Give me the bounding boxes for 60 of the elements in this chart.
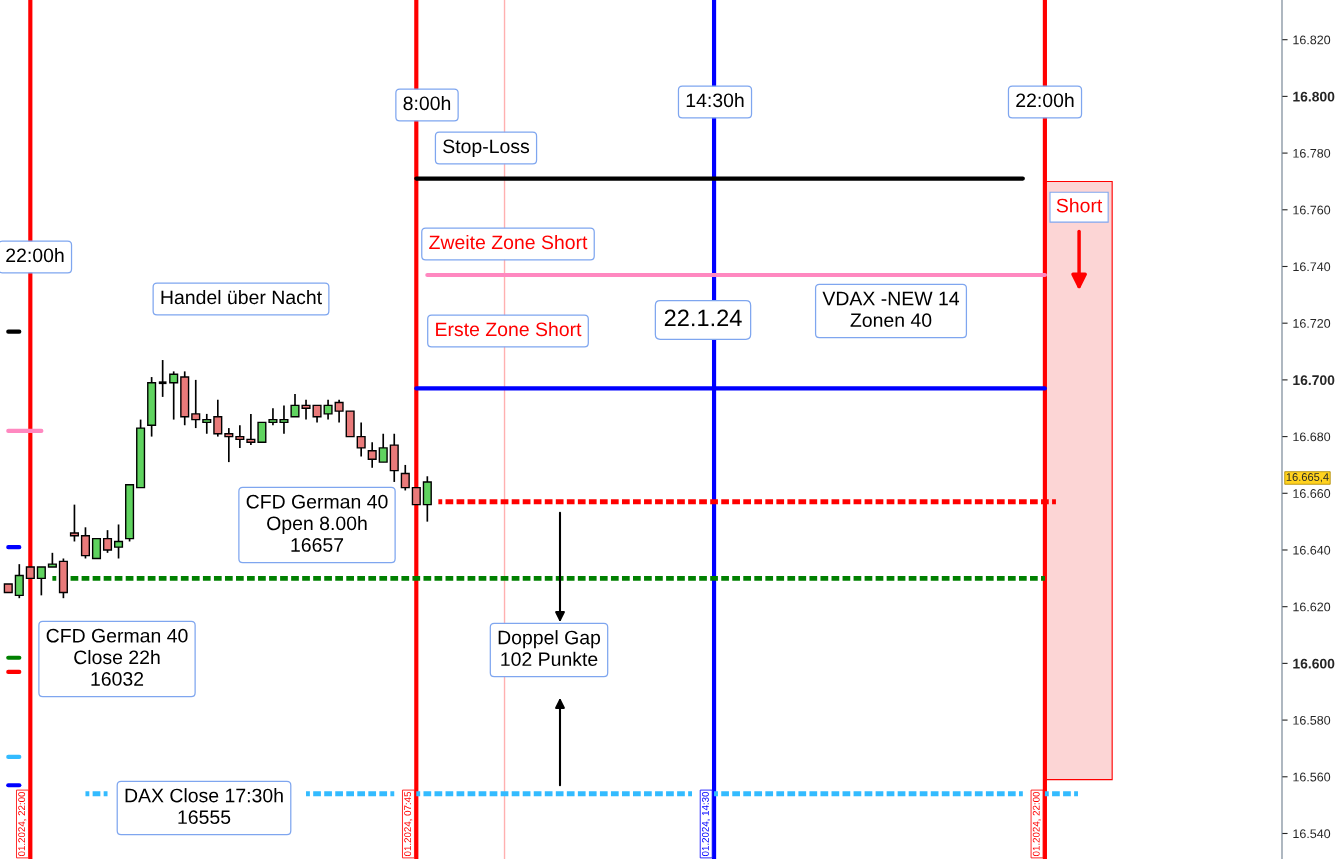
candlestick <box>400 464 410 492</box>
candlestick <box>157 359 168 398</box>
y-tick-label: 16.800 <box>1293 91 1335 102</box>
y-tick-label: 16.680 <box>1293 432 1331 442</box>
y-tick-label: 16.700 <box>1293 375 1335 386</box>
candlestick <box>356 421 366 458</box>
candlestick <box>246 413 256 446</box>
candlestick <box>36 566 46 597</box>
y-tick-label: 16.720 <box>1293 318 1331 328</box>
annotation: Erste Zone Short <box>436 321 582 337</box>
annotation: 22:00h <box>1016 92 1074 108</box>
candlestick <box>69 503 79 543</box>
annotation: DAX Close 17:30h 16555 <box>125 788 283 825</box>
y-tick-label: 16.660 <box>1293 489 1331 498</box>
candlestick <box>279 404 289 435</box>
candlestick <box>213 398 223 438</box>
y-tick-label: 16.620 <box>1293 602 1331 612</box>
annotation: 01.2024, 14:30 <box>701 791 710 857</box>
y-tick-label: 16.640 <box>1293 545 1331 555</box>
annotation: 22:00h <box>6 247 64 263</box>
candlestick <box>169 370 179 421</box>
candlestick <box>257 421 267 443</box>
candlestick <box>91 537 102 560</box>
annotation: Stop-Loss <box>443 139 530 158</box>
annotation: Zweite Zone Short <box>429 234 588 250</box>
candlestick <box>378 432 388 463</box>
annotation: 01.2024, 07:45 <box>404 791 413 857</box>
y-tick-label: 16.760 <box>1293 205 1331 215</box>
y-tick-label: 16.600 <box>1293 658 1335 669</box>
annotation: 14:30h <box>686 92 744 108</box>
y-tick-label: 16.560 <box>1293 772 1331 782</box>
annotation: VDAX -NEW 14 Zonen 40 <box>822 291 960 328</box>
annotation: 22.1.24 <box>664 309 742 327</box>
candlestick <box>224 427 234 463</box>
candlestick <box>191 379 201 429</box>
candlestick <box>422 475 432 523</box>
y-tick-label: 16.540 <box>1293 829 1331 839</box>
y-tick-label: 16.820 <box>1293 35 1331 45</box>
band-label: Short <box>1056 198 1103 213</box>
y-tick-label: 16.780 <box>1293 148 1331 158</box>
annotation: 8:00h <box>403 95 451 111</box>
candlestick <box>202 413 212 435</box>
candlestick <box>102 529 113 554</box>
annotation: CFD German 40 Open 8.00h 16657 <box>246 494 388 552</box>
candlestick <box>14 563 24 600</box>
candlestick <box>367 441 377 469</box>
text: 16.665,4 <box>1286 473 1329 483</box>
y-tick-label: 16.580 <box>1293 715 1331 725</box>
candlestick <box>113 523 124 560</box>
annotation: Handel über Nacht <box>161 289 322 305</box>
annotation: 01.2024, 22:00 <box>18 791 27 857</box>
annotation: Doppel Gap 102 Punkte <box>498 630 601 667</box>
candlestick <box>235 424 245 449</box>
y-tick-label: 16.740 <box>1293 262 1331 272</box>
candlestick <box>268 407 278 427</box>
candlestick <box>80 526 91 560</box>
candlestick <box>334 398 344 424</box>
annotation: CFD German 40 Close 22h 16032 <box>46 628 188 686</box>
annotation: 01.2024, 22:00 <box>1032 791 1041 857</box>
candlestick <box>323 398 333 421</box>
